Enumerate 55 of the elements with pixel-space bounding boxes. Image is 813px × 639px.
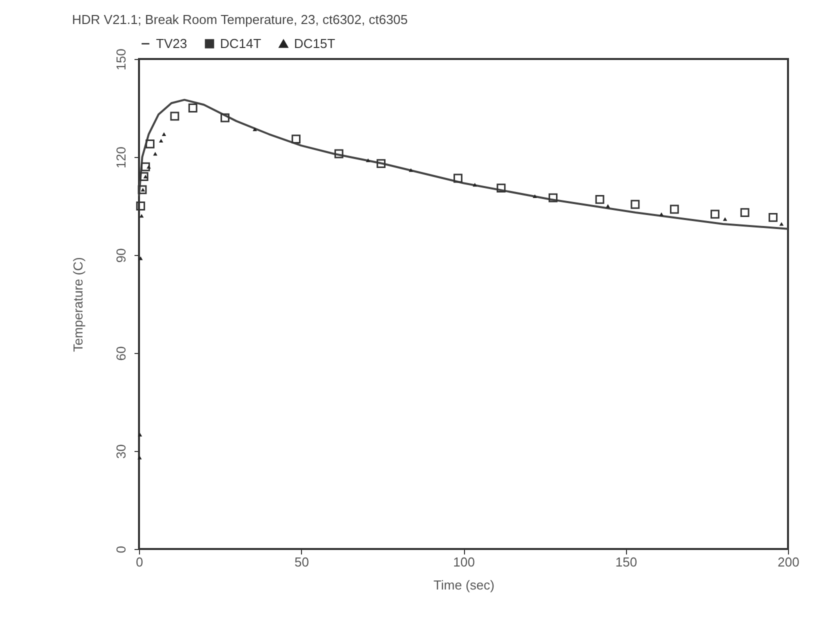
point xyxy=(220,113,230,122)
point xyxy=(138,256,143,260)
y-tick-label: 0 xyxy=(114,546,128,554)
point xyxy=(292,134,301,144)
x-tick-label: 150 xyxy=(615,554,638,570)
point xyxy=(408,168,414,172)
point xyxy=(146,139,154,148)
point xyxy=(158,138,164,143)
point xyxy=(472,182,477,187)
point xyxy=(162,132,166,136)
line-series xyxy=(138,98,789,230)
y-tick-label: 30 xyxy=(114,444,128,459)
point xyxy=(366,158,370,162)
point xyxy=(595,195,604,204)
point xyxy=(606,204,610,208)
legend-label: TV23 xyxy=(156,36,188,51)
x-tick-label: 0 xyxy=(136,554,144,570)
point xyxy=(334,149,344,158)
point xyxy=(670,204,679,214)
point xyxy=(138,432,142,437)
point xyxy=(722,217,728,221)
point xyxy=(138,185,147,194)
point xyxy=(496,184,506,192)
chart-title: HDR V21.1; Break Room Temperature, 23, ct6302, ct6305 xyxy=(72,12,408,27)
point xyxy=(548,193,558,202)
point xyxy=(170,112,180,121)
point xyxy=(136,202,146,210)
point xyxy=(630,200,640,209)
point xyxy=(710,210,720,219)
point xyxy=(146,164,151,169)
x-tick-label: 200 xyxy=(778,554,800,570)
point xyxy=(376,159,386,168)
legend-label: DC14T xyxy=(220,36,262,51)
point xyxy=(659,212,664,216)
point xyxy=(141,162,150,172)
point xyxy=(454,174,462,183)
point xyxy=(139,214,144,218)
point xyxy=(138,456,142,460)
y-axis-title: Temperature (C) xyxy=(70,257,86,352)
y-tick-label: 150 xyxy=(114,48,128,70)
legend-label: DC15T xyxy=(294,36,336,51)
point xyxy=(779,222,784,226)
y-tick-label: 120 xyxy=(114,146,128,168)
point xyxy=(139,172,148,182)
point xyxy=(532,194,538,198)
point xyxy=(768,212,778,222)
point xyxy=(153,152,158,156)
x-tick-label: 50 xyxy=(294,554,309,570)
point xyxy=(188,104,198,112)
point xyxy=(740,208,750,217)
x-tick-label: 100 xyxy=(453,554,475,570)
point xyxy=(252,127,257,132)
y-tick-label: 60 xyxy=(114,346,128,361)
y-tick-label: 90 xyxy=(114,248,128,263)
x-axis-title: Time (sec) xyxy=(434,578,494,592)
